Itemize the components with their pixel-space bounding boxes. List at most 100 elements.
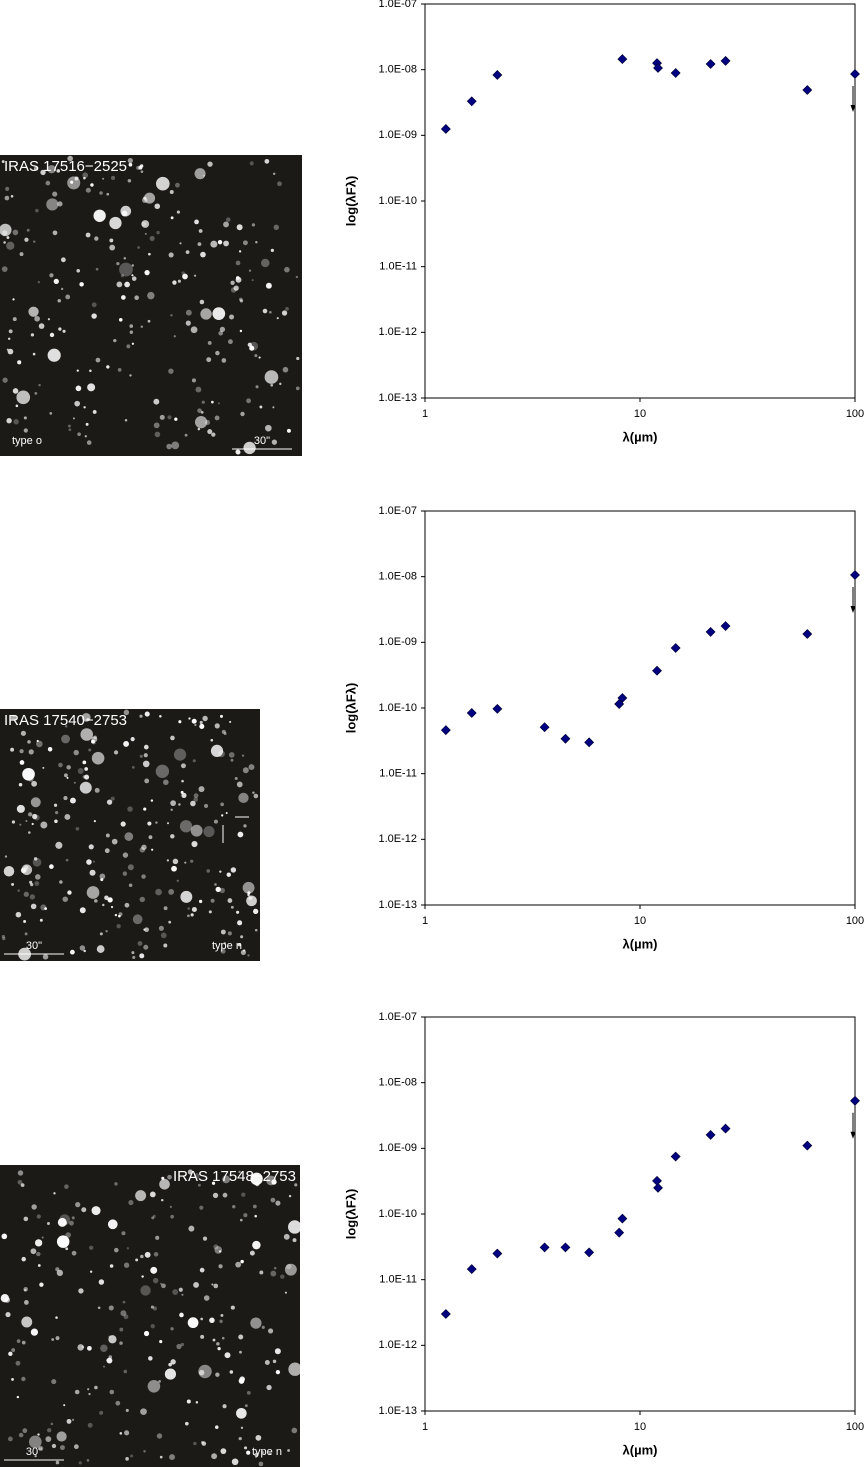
star [22, 767, 35, 781]
star [114, 913, 118, 917]
star [49, 864, 54, 869]
star [110, 796, 115, 801]
star [201, 400, 205, 404]
star [79, 945, 86, 951]
star [209, 1317, 215, 1324]
star [33, 166, 38, 171]
star [104, 848, 110, 854]
star [238, 1170, 241, 1174]
star [72, 417, 75, 420]
star [73, 1444, 79, 1450]
star [36, 1214, 41, 1219]
star [241, 1192, 246, 1197]
y-tick-label: 1.0E-09 [378, 636, 417, 648]
star [34, 1239, 43, 1247]
star [16, 1339, 21, 1343]
star [129, 324, 134, 328]
data-point [705, 627, 716, 637]
star [131, 274, 134, 277]
star [184, 861, 187, 864]
star [154, 431, 161, 438]
star [197, 242, 202, 246]
star [72, 1418, 75, 1421]
data-point [617, 1213, 628, 1224]
star [168, 889, 175, 895]
star [53, 278, 59, 285]
star [285, 307, 289, 311]
star [275, 1369, 281, 1375]
star [221, 729, 226, 734]
y-tick-label: 1.0E-10 [378, 195, 417, 207]
star [261, 1450, 265, 1455]
star [139, 896, 146, 903]
star [213, 1283, 219, 1289]
star [214, 1246, 223, 1254]
star [148, 1356, 153, 1361]
star [62, 896, 68, 902]
star [37, 1433, 40, 1436]
star [230, 905, 234, 909]
star [158, 1380, 161, 1383]
star [89, 1245, 94, 1250]
star [159, 714, 162, 718]
star [116, 261, 120, 266]
star [131, 951, 135, 955]
star [284, 1291, 287, 1294]
star [274, 1348, 281, 1355]
star [22, 1428, 28, 1434]
star [129, 374, 132, 377]
star [11, 1378, 14, 1381]
star [243, 1213, 248, 1218]
star [158, 925, 164, 931]
star [77, 432, 81, 437]
star [68, 428, 72, 432]
star [149, 1191, 156, 1198]
star [67, 155, 73, 162]
star [123, 257, 127, 260]
star [237, 943, 241, 947]
star [150, 1305, 154, 1309]
star [239, 1218, 243, 1222]
star [66, 776, 69, 779]
star [186, 1399, 191, 1404]
y-tick-label: 1.0E-07 [378, 0, 417, 10]
data-point [617, 54, 628, 64]
star [220, 948, 226, 954]
star [171, 441, 180, 450]
star [169, 1454, 175, 1461]
star [194, 168, 206, 180]
star [207, 161, 213, 167]
star [155, 821, 158, 824]
star [30, 882, 34, 887]
star [148, 835, 153, 840]
star [230, 1305, 235, 1310]
star [211, 400, 214, 404]
star [250, 1317, 262, 1329]
star [211, 432, 216, 437]
star [211, 1181, 216, 1185]
star [259, 1270, 264, 1275]
star [249, 345, 255, 351]
star [199, 1267, 205, 1273]
star [171, 865, 177, 872]
star [139, 164, 144, 168]
star [117, 368, 122, 372]
star [197, 427, 201, 431]
star [88, 748, 92, 752]
star [170, 314, 173, 317]
star [185, 320, 191, 326]
data-point [584, 1247, 595, 1258]
star [166, 822, 170, 825]
star [203, 803, 209, 809]
star [128, 1200, 134, 1206]
star [255, 385, 259, 389]
star [30, 1248, 37, 1255]
y-tick-label: 1.0E-11 [379, 261, 417, 273]
star [91, 302, 97, 308]
star [156, 230, 160, 235]
star [144, 269, 150, 276]
star [128, 162, 133, 167]
data-point [539, 722, 550, 733]
star [235, 276, 240, 280]
star [242, 767, 249, 774]
